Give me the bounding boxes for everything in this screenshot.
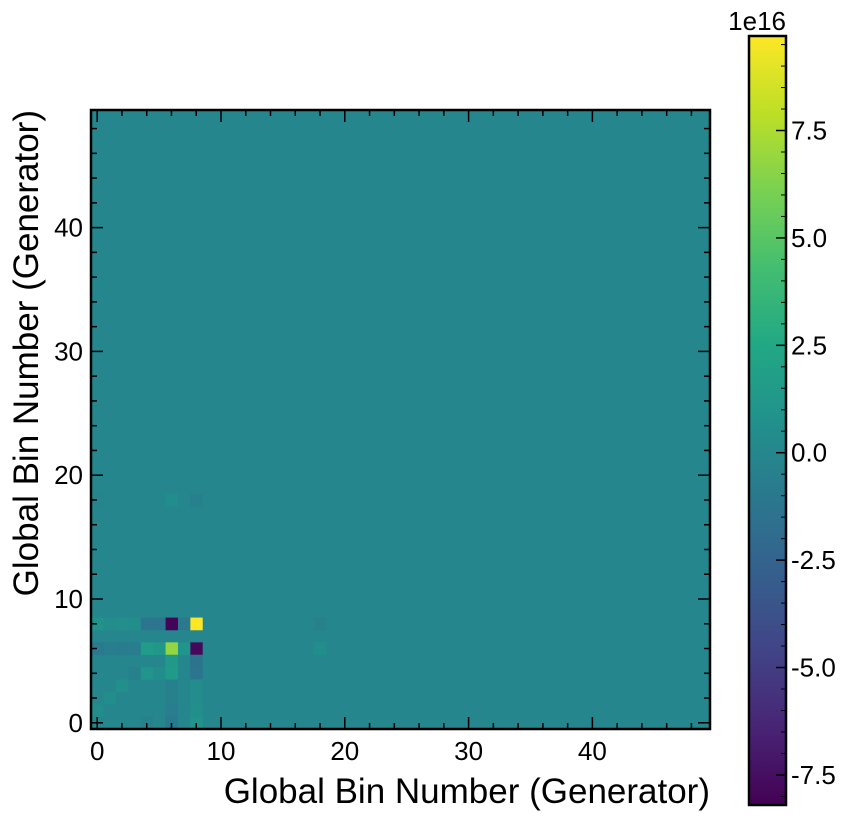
heatmap-cell [190,679,203,693]
heatmap-cell [91,617,104,631]
y-axis-label: Global Bin Number (Generator) [7,110,46,596]
heatmap-cell [152,642,166,656]
heatmap-cell [165,691,178,705]
heatmap-cell [313,642,327,656]
heatmap-cell [91,642,104,656]
heatmap-cell [165,642,178,656]
heatmap-cell [140,642,154,656]
heatmap-cell [190,691,203,705]
y-tick-label: 10 [54,584,83,614]
x-tick-label: 30 [454,736,483,766]
heatmap-cell [91,704,104,717]
tick-labels: 0 10 20 30 40 0 10 20 30 40 [54,213,607,766]
heatmap-cell [177,617,191,631]
heatmap-cell [177,642,191,656]
y-tick-label: 20 [54,460,83,490]
heatmap-cell [152,667,166,680]
colorbar-tick-label: 5.0 [791,223,827,253]
heatmap-background [91,110,710,729]
heatmap-cell [190,493,203,507]
colorbar-tick-label: -5.0 [791,653,836,683]
colorbar-tick-label: 2.5 [791,330,827,360]
heatmap-cell [152,617,166,631]
heatmap-cell [103,617,117,631]
x-tick-label: 10 [207,736,236,766]
heatmap-cell [115,642,129,656]
y-tick-label: 30 [54,336,83,366]
colorbar-tick-label: -7.5 [791,760,836,790]
heatmap-cell [190,716,203,730]
y-tick-label: 40 [54,213,83,243]
heatmap-cell [91,493,104,507]
colorbar-frame [747,34,788,807]
heatmap-cell [165,617,178,631]
colorbar-tick-label: -2.5 [791,545,836,575]
heatmap-cell [190,654,203,668]
heatmap-cells [91,110,710,730]
x-tick-label: 0 [90,736,104,766]
heatmap-cell [140,716,154,730]
x-tick-label: 40 [578,736,607,766]
heatmap-cell [190,617,203,631]
heatmap-cell [165,654,178,668]
heatmap-cell [103,691,117,705]
heatmap-cell [128,667,141,680]
heatmap-cell [313,617,327,631]
heatmap-cell [103,642,117,656]
heatmap-cell [115,617,129,631]
heatmap-cell [190,704,203,717]
y-tick-label: 0 [69,708,83,738]
colorbar [749,36,786,805]
colorbar-ticks: -7.5 -5.0 -2.5 0.0 2.5 5.0 7.5 [776,44,836,797]
colorbar-tick-label: 7.5 [791,116,827,146]
heatmap-cell [115,679,129,693]
heatmap-cell [140,617,154,631]
heatmap-cell [128,642,141,656]
heatmap-cell [165,667,178,680]
x-axis-label: Global Bin Number (Generator) [224,772,710,811]
heatmap-cell [165,679,178,693]
heatmap-cell [165,716,178,730]
heatmap-cell [128,617,141,631]
colorbar-tick-label: 0.0 [791,438,827,468]
heatmap-cell [165,704,178,717]
heatmap-cell [140,667,154,680]
heatmap-cell [190,667,203,680]
heatmap-cell [190,642,203,656]
plot-frame [89,108,712,731]
x-tick-label: 20 [330,736,359,766]
heatmap-cell [165,493,178,507]
colorbar-offset-text: 1e16 [728,6,786,36]
axis-ticks [91,110,710,729]
